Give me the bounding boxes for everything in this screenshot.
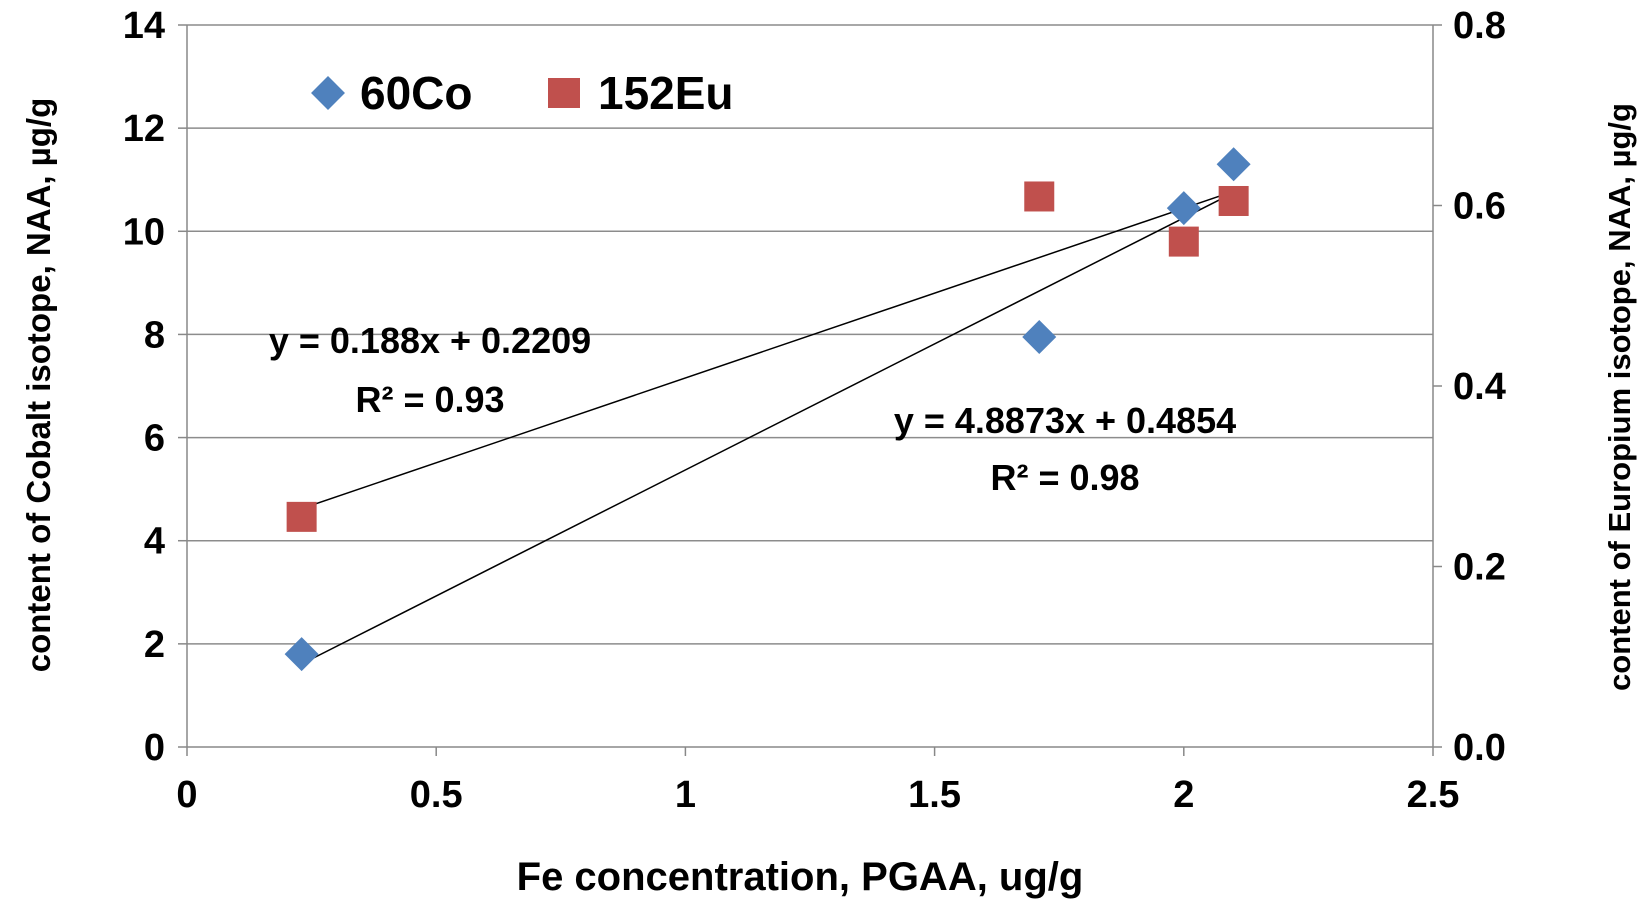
y-axis-right-title: content of Europium isotope, NAA, µg/g xyxy=(1602,103,1637,691)
legend: 60Co 152Eu xyxy=(311,67,734,119)
legend-marker-152eu xyxy=(548,78,580,108)
legend-label-152eu: 152Eu xyxy=(598,67,734,119)
y-tick-label: 14 xyxy=(123,5,165,47)
y-tick-label: 8 xyxy=(144,314,165,356)
data-point-152eu xyxy=(1218,185,1249,216)
y2-tick-label: 0.4 xyxy=(1453,366,1506,408)
legend-label-60co: 60Co xyxy=(360,67,472,119)
y-axis-left-title: content of Cobalt isotope, NAA, µg/g xyxy=(20,98,57,672)
trendline-equation-152eu: y = 0.188x + 0.2209 xyxy=(269,320,591,361)
trendline-r2-152eu: R² = 0.93 xyxy=(355,379,504,420)
tick-marks xyxy=(178,24,1442,756)
trendlines xyxy=(301,190,1234,665)
data-point-60co xyxy=(1216,147,1251,182)
y-tick-label: 2 xyxy=(144,624,165,666)
y-tick-label: 6 xyxy=(144,418,165,460)
y2-tick-label: 0.6 xyxy=(1453,186,1506,228)
trendline-r2-60co: R² = 0.98 xyxy=(990,457,1139,498)
data-point-60co xyxy=(1166,191,1201,226)
x-tick-label: 1.5 xyxy=(908,774,961,816)
y2-tick-label: 0.8 xyxy=(1453,5,1506,47)
data-point-152eu xyxy=(1024,181,1055,212)
x-tick-label: 0 xyxy=(176,774,197,816)
x-tick-label: 2 xyxy=(1173,774,1194,816)
x-tick-label: 0.5 xyxy=(410,774,463,816)
trendline-equation-60co: y = 4.8873x + 0.4854 xyxy=(894,400,1236,441)
tick-labels: 0 2 4 6 8 10 12 14 0.0 0.2 0.4 0.6 0.8 0 0.5 1 1.5 2 2.5 xyxy=(123,5,1506,816)
trendline-60co xyxy=(301,192,1234,665)
data-point-152eu xyxy=(1168,226,1199,257)
data-point-152eu xyxy=(286,501,317,532)
trendline-labels: y = 0.188x + 0.2209 R² = 0.93 y = 4.8873… xyxy=(269,320,1236,498)
data-markers xyxy=(284,147,1251,672)
trendline-152eu xyxy=(301,190,1234,510)
y2-tick-label: 0.2 xyxy=(1453,547,1506,589)
x-tick-label: 2.5 xyxy=(1407,774,1460,816)
data-point-60co xyxy=(284,637,319,672)
y-tick-label: 0 xyxy=(144,727,165,769)
data-point-60co xyxy=(1022,320,1057,355)
y-tick-label: 12 xyxy=(123,108,165,150)
y2-tick-label: 0.0 xyxy=(1453,727,1506,769)
x-tick-label: 1 xyxy=(675,774,696,816)
y-tick-label: 4 xyxy=(144,521,165,563)
x-axis-title: Fe concentration, PGAA, ug/g xyxy=(517,855,1084,899)
y-tick-label: 10 xyxy=(123,211,165,253)
legend-marker-60co xyxy=(311,76,345,110)
grid-lines xyxy=(187,24,1433,645)
